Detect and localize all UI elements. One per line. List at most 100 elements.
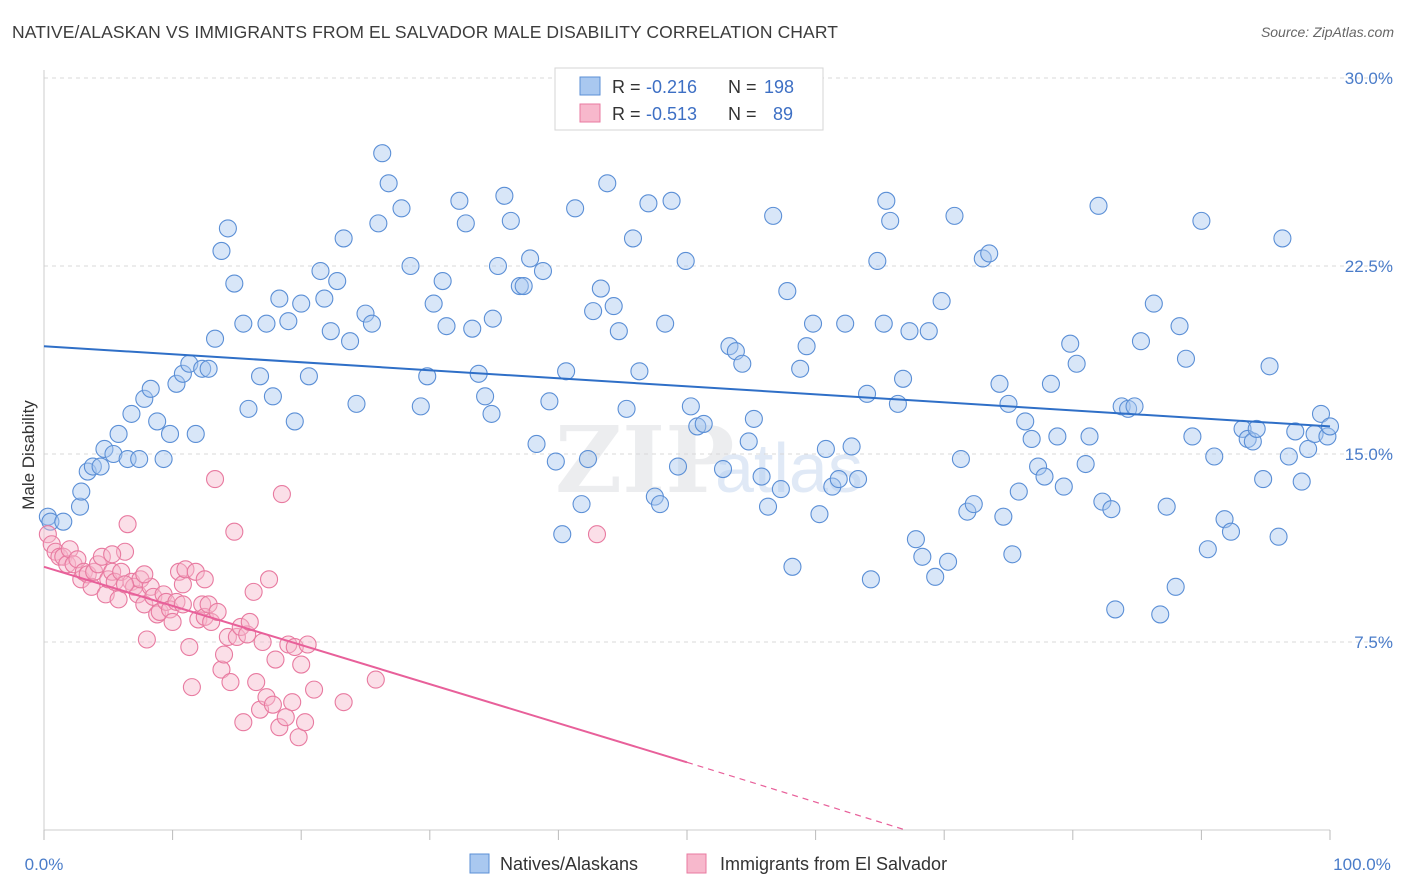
data-point-natives: [95, 439, 114, 459]
data-point-natives: [341, 332, 360, 351]
y-tick-label: 15.0%: [1345, 445, 1393, 464]
data-point-natives: [104, 444, 123, 464]
data-point-natives: [744, 409, 763, 428]
data-point-el-salvador: [115, 575, 135, 594]
data-point-natives: [1080, 427, 1099, 446]
data-point-natives: [83, 457, 102, 476]
data-point-natives: [900, 322, 919, 341]
data-point-natives: [881, 211, 900, 230]
data-point-el-salvador: [186, 562, 205, 581]
data-point-el-salvador: [292, 655, 311, 674]
data-point-natives: [816, 439, 835, 459]
data-point-natives: [514, 277, 533, 296]
legend-swatch-blue: [579, 76, 601, 96]
data-point-el-salvador: [257, 688, 276, 707]
data-point-el-salvador: [247, 673, 266, 692]
data-point-natives: [167, 374, 186, 393]
data-point-natives: [130, 449, 149, 469]
data-point-natives: [1254, 470, 1273, 489]
data-point-natives: [713, 459, 733, 479]
data-point-natives: [193, 359, 212, 378]
data-point-natives: [1273, 229, 1292, 248]
data-point-natives: [379, 174, 398, 193]
data-point-natives: [1299, 439, 1318, 459]
data-point-natives: [476, 387, 495, 406]
y-tick-label: 30.0%: [1345, 69, 1393, 88]
data-point-natives: [945, 206, 964, 225]
data-point-el-salvador: [163, 612, 182, 631]
data-point-natives: [533, 261, 553, 281]
chart-title: NATIVE/ALASKAN VS IMMIGRANTS FROM EL SAL…: [12, 22, 839, 42]
data-point-natives: [1029, 457, 1048, 476]
legend-n-value-1: 198: [764, 77, 794, 97]
data-point-el-salvador: [176, 560, 195, 579]
data-point-natives: [681, 397, 700, 416]
data-point-el-salvador: [263, 695, 282, 714]
data-point-natives: [1183, 427, 1202, 446]
data-point-natives: [630, 362, 649, 381]
data-point-natives: [212, 241, 231, 261]
data-point-natives: [433, 271, 452, 291]
data-point-natives: [1102, 500, 1121, 519]
data-point-natives: [578, 449, 598, 469]
data-point-natives: [1131, 332, 1151, 351]
data-point-natives: [999, 394, 1018, 413]
data-point-natives: [572, 495, 591, 514]
data-point-natives: [668, 457, 688, 476]
data-point-el-salvador: [118, 515, 137, 534]
data-point-natives: [1041, 374, 1060, 393]
legend-r-label-2: R =: [612, 104, 641, 124]
data-point-natives: [239, 399, 258, 418]
data-point-natives: [662, 191, 681, 210]
data-point-natives: [906, 530, 925, 549]
data-point-natives: [990, 374, 1009, 393]
data-point-el-salvador: [60, 540, 79, 559]
data-point-el-salvador: [182, 678, 201, 697]
data-point-natives: [771, 480, 790, 499]
data-point-el-salvador: [135, 595, 154, 614]
data-point-natives: [1089, 196, 1108, 215]
data-point-natives: [401, 256, 420, 276]
data-point-natives: [199, 359, 218, 378]
data-point-el-salvador: [289, 728, 308, 747]
series-legend: Natives/Alaskans Immigrants from El Salv…: [469, 853, 947, 874]
data-point-natives: [1176, 349, 1196, 368]
data-point-el-salvador: [50, 547, 69, 566]
legend-n-label-2: N =: [728, 104, 757, 124]
data-point-natives: [122, 404, 141, 423]
data-point-natives: [1292, 472, 1311, 491]
data-point-natives: [623, 229, 643, 248]
data-point-el-salvador: [109, 590, 128, 609]
el-salvador-points: [38, 470, 607, 747]
legend-r-label-1: R =: [612, 77, 641, 97]
data-point-natives: [810, 505, 829, 524]
data-point-natives: [1311, 404, 1331, 423]
data-point-natives: [919, 322, 938, 341]
data-point-el-salvador: [272, 485, 291, 504]
data-point-natives: [1003, 545, 1022, 564]
data-point-el-salvador: [234, 713, 253, 732]
data-point-natives: [263, 387, 282, 406]
data-point-natives: [356, 304, 375, 323]
natives-alaskans-trendline: [43, 345, 1331, 428]
data-point-natives: [279, 312, 298, 331]
series-legend-label-el-salvador: Immigrants from El Salvador: [720, 854, 947, 874]
data-point-el-salvador: [266, 650, 285, 669]
data-point-natives: [758, 497, 778, 516]
data-point-natives: [270, 289, 289, 308]
data-point-natives: [257, 314, 276, 333]
data-point-natives: [1260, 357, 1279, 376]
data-point-el-salvador: [259, 570, 279, 589]
data-point-natives: [1238, 429, 1257, 449]
data-point-natives: [676, 251, 695, 271]
data-point-natives: [1286, 422, 1305, 441]
data-point-natives: [778, 282, 797, 301]
data-point-natives: [299, 367, 318, 386]
data-point-el-salvador: [135, 565, 154, 584]
data-point-el-salvador: [205, 470, 225, 489]
data-point-natives: [1106, 600, 1125, 619]
data-point-natives: [874, 314, 893, 333]
data-point-el-salvador: [202, 612, 221, 631]
data-point-natives: [72, 482, 91, 501]
